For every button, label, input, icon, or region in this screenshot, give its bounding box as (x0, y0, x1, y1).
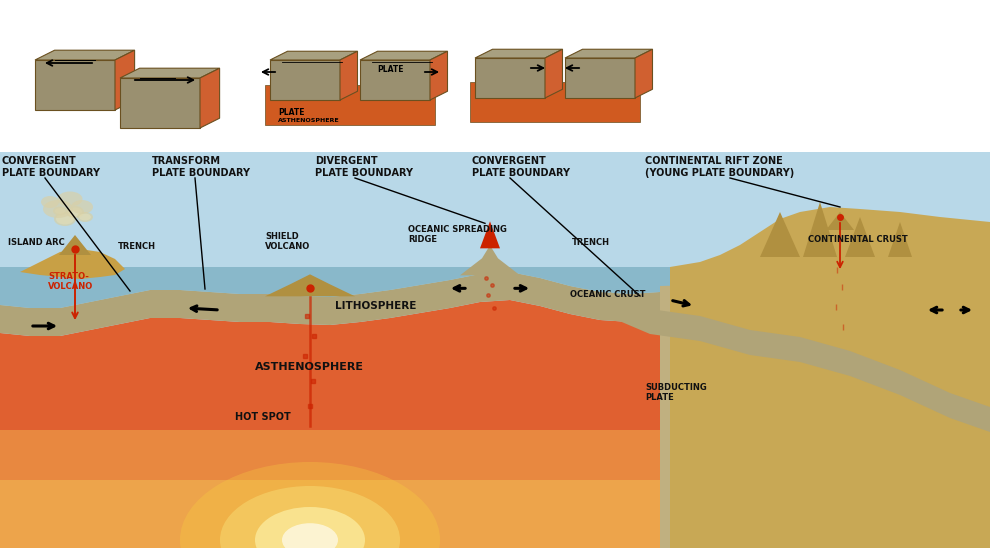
Polygon shape (0, 270, 990, 548)
Text: CONTINENTAL RIFT ZONE
(YOUNG PLATE BOUNDARY): CONTINENTAL RIFT ZONE (YOUNG PLATE BOUND… (645, 156, 794, 178)
Polygon shape (0, 0, 990, 152)
Polygon shape (470, 82, 640, 122)
Ellipse shape (79, 214, 91, 220)
Ellipse shape (180, 462, 440, 548)
Polygon shape (0, 480, 990, 548)
Ellipse shape (53, 207, 67, 215)
Polygon shape (120, 68, 220, 78)
Polygon shape (270, 52, 357, 60)
Ellipse shape (55, 208, 65, 214)
Polygon shape (0, 152, 990, 548)
Ellipse shape (68, 208, 82, 216)
Text: STRATO-
VOLCANO: STRATO- VOLCANO (48, 272, 93, 292)
Ellipse shape (41, 196, 59, 208)
Polygon shape (430, 52, 447, 100)
Polygon shape (0, 152, 990, 267)
Polygon shape (635, 49, 652, 98)
Ellipse shape (71, 200, 93, 214)
Text: SHIELD
VOLCANO: SHIELD VOLCANO (265, 232, 310, 251)
Text: SUBDUCTING
PLATE: SUBDUCTING PLATE (645, 383, 707, 402)
Text: LITHOSPHERE: LITHOSPHERE (335, 301, 417, 311)
Text: DIVERGENT
PLATE BOUNDARY: DIVERGENT PLATE BOUNDARY (315, 156, 413, 178)
Polygon shape (660, 264, 990, 548)
Ellipse shape (57, 191, 82, 207)
Polygon shape (760, 212, 800, 257)
Polygon shape (565, 49, 652, 58)
Polygon shape (0, 242, 990, 336)
Ellipse shape (282, 523, 338, 548)
Polygon shape (545, 49, 562, 98)
Ellipse shape (220, 486, 400, 548)
Polygon shape (59, 235, 91, 255)
Polygon shape (565, 58, 635, 98)
Polygon shape (0, 430, 990, 548)
Polygon shape (480, 221, 500, 248)
Ellipse shape (66, 206, 84, 218)
Text: CONTINENTAL CRUST: CONTINENTAL CRUST (808, 235, 908, 244)
Text: CONVERGENT
PLATE BOUNDARY: CONVERGENT PLATE BOUNDARY (2, 156, 100, 178)
Polygon shape (115, 50, 135, 110)
Polygon shape (888, 222, 912, 257)
Polygon shape (475, 49, 562, 58)
Text: OCEANIC CRUST: OCEANIC CRUST (570, 290, 645, 299)
Polygon shape (120, 78, 200, 128)
Polygon shape (270, 60, 340, 100)
Polygon shape (200, 68, 220, 128)
Polygon shape (35, 50, 135, 60)
Text: ASTHENOSPHERE: ASTHENOSPHERE (255, 362, 364, 372)
Polygon shape (0, 162, 990, 308)
Polygon shape (845, 217, 875, 257)
Polygon shape (826, 212, 854, 230)
Text: CONVERGENT
PLATE BOUNDARY: CONVERGENT PLATE BOUNDARY (472, 156, 570, 178)
Polygon shape (265, 275, 355, 296)
Text: ISLAND ARC: ISLAND ARC (8, 238, 64, 247)
Ellipse shape (43, 200, 73, 218)
Polygon shape (360, 52, 447, 60)
Ellipse shape (56, 214, 74, 225)
Text: ASTHENOSPHERE: ASTHENOSPHERE (278, 118, 340, 123)
Polygon shape (475, 58, 545, 98)
Ellipse shape (54, 212, 76, 226)
Polygon shape (35, 60, 115, 110)
Text: OCEANIC SPREADING
RIDGE: OCEANIC SPREADING RIDGE (408, 225, 507, 244)
Text: PLATE: PLATE (377, 65, 403, 74)
Polygon shape (340, 52, 357, 100)
Polygon shape (460, 246, 520, 275)
Text: TRENCH: TRENCH (572, 238, 610, 247)
Polygon shape (265, 85, 435, 125)
Text: TRANSFORM
PLATE BOUNDARY: TRANSFORM PLATE BOUNDARY (152, 156, 250, 178)
Polygon shape (20, 249, 125, 279)
Polygon shape (360, 60, 430, 100)
Text: TRENCH: TRENCH (118, 242, 156, 251)
Ellipse shape (77, 212, 93, 222)
Text: PLATE: PLATE (278, 108, 305, 117)
Polygon shape (803, 202, 837, 257)
Text: HOT SPOT: HOT SPOT (235, 412, 291, 422)
Polygon shape (670, 207, 990, 548)
Polygon shape (610, 292, 990, 432)
Ellipse shape (255, 507, 365, 548)
